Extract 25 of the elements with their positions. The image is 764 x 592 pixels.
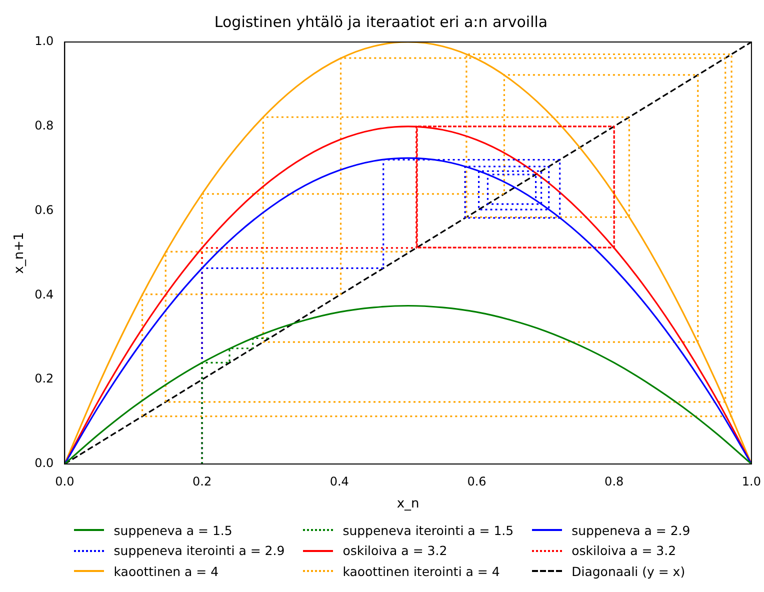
x-tick-label: 0.0	[55, 474, 74, 488]
x-tick-label: 1.0	[742, 474, 762, 488]
x-tick-label: 0.8	[604, 474, 624, 488]
legend-label: suppeneva iterointi a = 2.9	[114, 543, 285, 558]
x-axis-title: x_n	[396, 496, 420, 512]
line-series	[64, 42, 752, 464]
legend-label: kaoottinen iterointi a = 4	[342, 564, 500, 579]
legend-label: suppeneva a = 1.5	[114, 522, 232, 538]
y-tick-label: 0.2	[34, 372, 54, 386]
legend-label: oskiloiva a = 3.2	[572, 543, 676, 558]
legend-label: Diagonaali (y = x)	[572, 564, 686, 579]
y-tick-label: 1.0	[34, 34, 54, 48]
y-tick-label: 0.8	[34, 118, 54, 133]
y-tick-label: 0.0	[34, 456, 54, 470]
y-tick-label: 0.6	[34, 202, 54, 217]
legend-label: suppeneva iterointi a = 1.5	[342, 522, 514, 538]
legend-label: oskiloiva a = 3.2	[342, 543, 448, 558]
x-tick-label: 0.4	[330, 474, 349, 488]
x-tick-label: 0.2	[192, 474, 212, 488]
legend-label: suppeneva a = 2.9	[572, 522, 690, 538]
y-tick-label: 0.4	[34, 287, 54, 302]
y-axis-title: x_n+1	[12, 232, 28, 274]
legend-label: kaoottinen a = 4	[114, 564, 219, 579]
x-tick-label: 0.6	[467, 474, 486, 488]
chart-title: Logistinen yhtälö ja iteraatiot eri a:n arvoilla	[214, 12, 548, 31]
